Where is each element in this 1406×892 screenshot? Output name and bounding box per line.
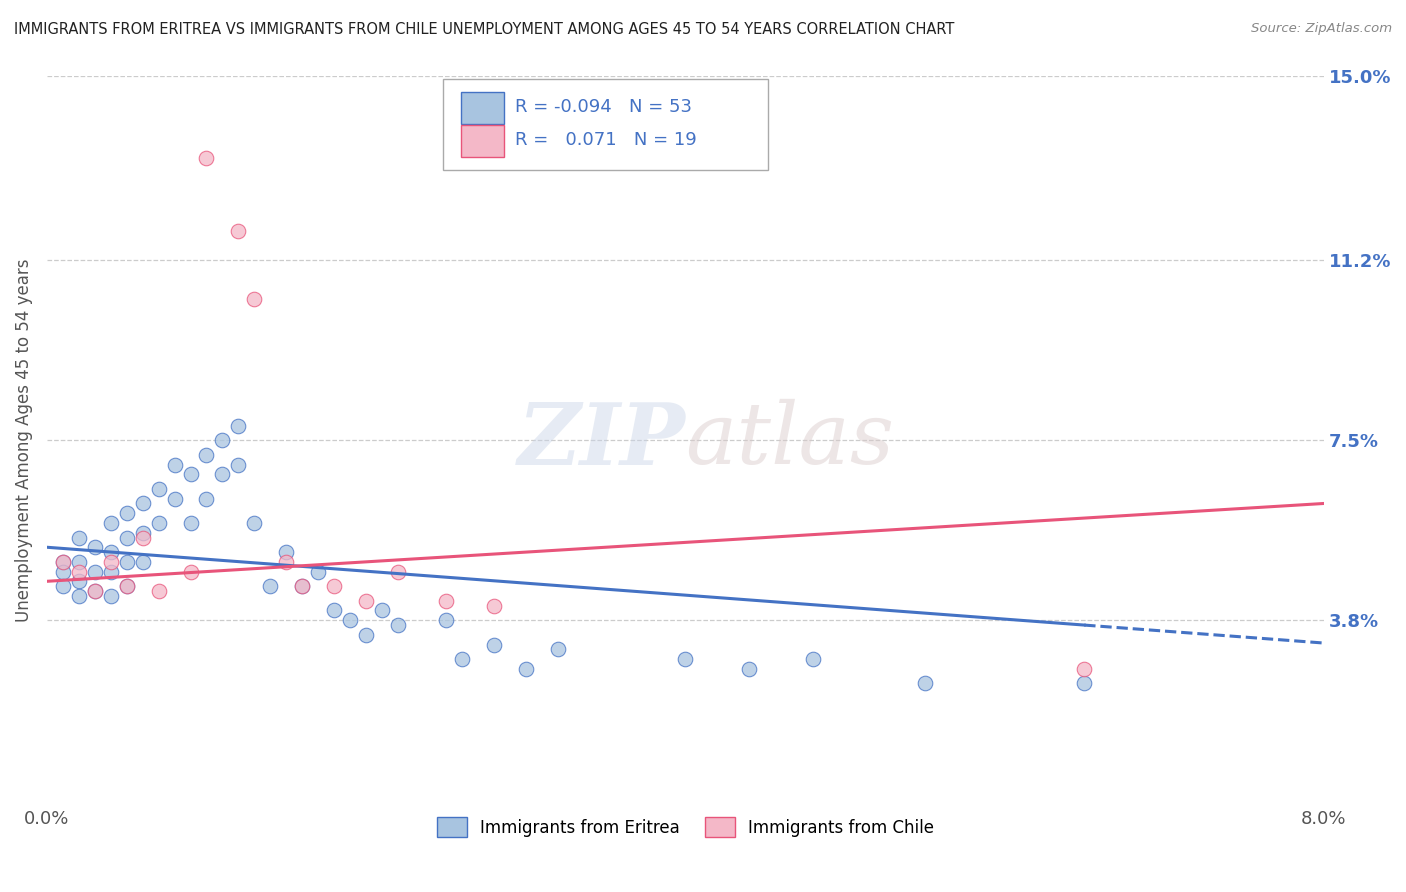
Legend: Immigrants from Eritrea, Immigrants from Chile: Immigrants from Eritrea, Immigrants from… [430,811,941,844]
FancyBboxPatch shape [461,125,503,157]
Point [67,555,90,569]
Point [673,652,696,666]
Point [291,579,314,593]
Point [100,565,122,579]
Point [434,593,457,607]
Point [148,584,170,599]
Text: R =   0.071   N = 19: R = 0.071 N = 19 [516,131,697,150]
Point [100,589,122,603]
Point [1073,662,1095,676]
Point [371,603,394,617]
Point [482,638,505,652]
Point [180,565,202,579]
Point [339,613,361,627]
Point [228,458,250,472]
Point [323,579,346,593]
Point [131,496,153,510]
Point [387,618,409,632]
Point [801,652,824,666]
Point [515,662,537,676]
Point [228,418,250,433]
Point [1073,676,1095,690]
Point [115,506,138,520]
Point [195,448,218,462]
Point [148,482,170,496]
Point [228,224,250,238]
Point [100,555,122,569]
Point [354,628,377,642]
Point [738,662,761,676]
Point [83,584,105,599]
Point [67,574,90,589]
FancyBboxPatch shape [461,92,503,124]
Point [450,652,472,666]
Point [243,292,266,306]
Point [547,642,569,657]
Point [211,467,233,482]
Point [67,589,90,603]
Point [163,458,186,472]
Point [276,555,298,569]
Text: R = -0.094   N = 53: R = -0.094 N = 53 [516,98,693,116]
Text: IMMIGRANTS FROM ERITREA VS IMMIGRANTS FROM CHILE UNEMPLOYMENT AMONG AGES 45 TO 5: IMMIGRANTS FROM ERITREA VS IMMIGRANTS FR… [14,22,955,37]
Point [83,541,105,555]
Text: ZIP: ZIP [517,399,685,482]
Point [180,516,202,530]
Point [100,545,122,559]
Y-axis label: Unemployment Among Ages 45 to 54 years: Unemployment Among Ages 45 to 54 years [15,259,32,622]
Point [323,603,346,617]
Point [195,151,218,165]
Point [180,467,202,482]
Point [52,555,75,569]
Point [52,555,75,569]
Point [148,516,170,530]
Point [307,565,329,579]
Point [195,491,218,506]
Point [115,531,138,545]
Text: atlas: atlas [685,399,894,482]
Text: Source: ZipAtlas.com: Source: ZipAtlas.com [1251,22,1392,36]
Point [259,579,281,593]
Point [387,565,409,579]
Point [131,525,153,540]
Point [211,434,233,448]
Point [243,516,266,530]
Point [115,579,138,593]
Point [52,579,75,593]
Point [276,545,298,559]
Point [163,491,186,506]
Point [52,565,75,579]
Point [482,599,505,613]
Point [914,676,936,690]
Point [115,579,138,593]
Point [83,584,105,599]
FancyBboxPatch shape [443,79,768,170]
Point [67,531,90,545]
Point [131,531,153,545]
Point [434,613,457,627]
Point [131,555,153,569]
Point [67,565,90,579]
Point [354,593,377,607]
Point [291,579,314,593]
Point [115,555,138,569]
Point [83,565,105,579]
Point [100,516,122,530]
